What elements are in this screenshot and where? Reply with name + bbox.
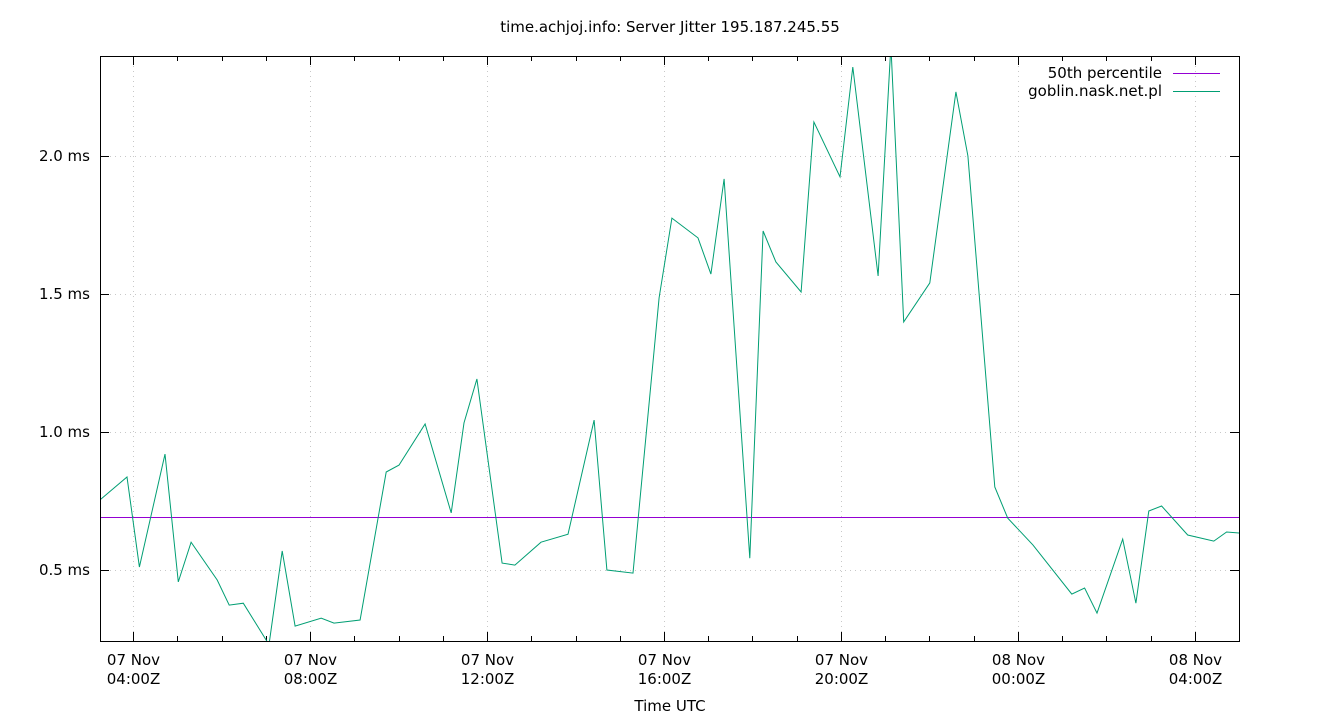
axis-ticks: [100, 56, 1240, 641]
y-tick-label: 1.5 ms: [38, 284, 90, 303]
x-tick-date: 08 Nov: [1168, 651, 1223, 669]
x-tick-time: 04:00Z: [1168, 670, 1223, 688]
chart-title: time.achjoj.info: Server Jitter 195.187.…: [500, 18, 840, 36]
legend-label: 50th percentile: [1047, 64, 1162, 82]
x-tick-label: 07 Nov 20:00Z: [782, 651, 902, 689]
x-tick-time: 12:00Z: [460, 670, 515, 688]
x-tick-date: 07 Nov: [814, 651, 869, 669]
x-tick-date: 08 Nov: [991, 651, 1046, 669]
x-tick-label: 07 Nov 16:00Z: [605, 651, 725, 689]
x-tick-date: 07 Nov: [283, 651, 338, 669]
x-tick-time: 16:00Z: [637, 670, 692, 688]
x-tick-label: 08 Nov 04:00Z: [1136, 651, 1256, 689]
legend-label: goblin.nask.net.pl: [1028, 82, 1162, 100]
x-tick-date: 07 Nov: [106, 651, 161, 669]
x-tick-time: 00:00Z: [991, 670, 1046, 688]
x-tick-date: 07 Nov: [637, 651, 692, 669]
x-tick-label: 07 Nov 04:00Z: [74, 651, 194, 689]
x-tick-label: 07 Nov 12:00Z: [428, 651, 548, 689]
y-tick-label: 0.5 ms: [38, 560, 90, 579]
jitter-series-line: [100, 56, 1239, 641]
x-tick-label: 07 Nov 08:00Z: [251, 651, 371, 689]
x-tick-time: 20:00Z: [814, 670, 869, 688]
grid-lines: [100, 56, 1239, 641]
plot-border: [100, 56, 1240, 642]
x-tick-time: 04:00Z: [106, 670, 161, 688]
legend-swatches: [1173, 73, 1220, 92]
x-tick-date: 07 Nov: [460, 651, 515, 669]
y-tick-label: 1.0 ms: [38, 422, 90, 441]
x-tick-time: 08:00Z: [283, 670, 338, 688]
x-tick-label: 08 Nov 00:00Z: [959, 651, 1079, 689]
x-axis-title: Time UTC: [634, 697, 706, 715]
y-tick-label: 2.0 ms: [38, 146, 90, 165]
data-lines: [100, 56, 1239, 641]
